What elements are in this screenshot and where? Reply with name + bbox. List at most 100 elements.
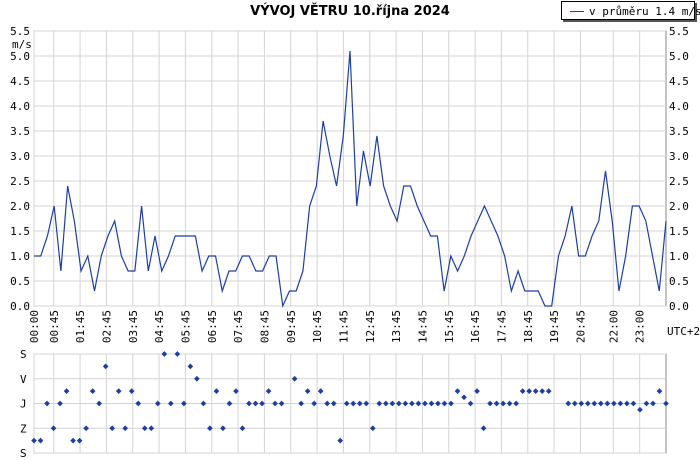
direction-point xyxy=(422,400,428,407)
direction-point xyxy=(448,400,454,407)
direction-point xyxy=(474,388,480,394)
direction-point xyxy=(506,400,513,407)
direction-point xyxy=(565,400,572,407)
y-tick-label-left: 3.0 xyxy=(10,150,30,163)
direction-point xyxy=(643,400,650,407)
x-tick-label: 19:45 xyxy=(548,310,561,343)
direction-point xyxy=(363,400,370,407)
direction-point xyxy=(259,400,265,407)
direction-point xyxy=(89,388,96,394)
direction-point xyxy=(304,388,311,394)
direction-point xyxy=(122,425,129,432)
y-tick-label-right: 3.0 xyxy=(669,150,689,163)
direction-point xyxy=(311,400,317,407)
x-tick-label: 00:00 xyxy=(28,310,41,343)
legend-line-swatch xyxy=(570,11,584,12)
direction-point xyxy=(611,400,617,407)
direction-point xyxy=(428,400,435,407)
chart-title: VÝVOJ VĚTRU 10.října 2024 xyxy=(250,4,450,19)
x-tick-label: 10:45 xyxy=(311,310,324,343)
y-tick-label-left: 0.0 xyxy=(10,300,30,313)
direction-point xyxy=(532,388,539,394)
y-tick-label-right: 0.0 xyxy=(669,300,689,313)
direction-point xyxy=(246,400,252,407)
direction-point xyxy=(571,400,578,407)
direction-point xyxy=(265,388,272,394)
chart-legend: v průměru 1.4 m/s xyxy=(561,1,700,20)
legend-label: v průměru 1.4 m/s xyxy=(589,5,700,18)
direction-point xyxy=(350,400,357,407)
direction-point xyxy=(630,400,637,407)
y-tick-label-right: 4.5 xyxy=(669,75,689,88)
direction-point xyxy=(330,400,337,407)
direction-point xyxy=(207,425,213,432)
x-tick-label: 22:00 xyxy=(607,310,620,343)
direction-point xyxy=(278,400,285,407)
direction-point xyxy=(135,400,142,407)
y-tick-label-left: 1.5 xyxy=(10,225,30,238)
direction-point xyxy=(415,400,422,407)
x-tick-label: 13:45 xyxy=(390,310,403,343)
direction-point xyxy=(291,375,298,382)
direction-point xyxy=(663,400,669,407)
y-tick-label-left: 2.5 xyxy=(10,175,30,188)
y-tick-label-right: 0.5 xyxy=(669,275,689,288)
direction-point xyxy=(545,388,552,394)
direction-point xyxy=(194,375,200,382)
direction-point xyxy=(76,437,83,444)
direction-point xyxy=(454,388,461,394)
direction-point xyxy=(272,400,278,407)
y-tick-label-right: 2.5 xyxy=(669,175,689,188)
direction-point xyxy=(128,388,135,394)
y-tick-label-right: 5.5 xyxy=(669,25,689,38)
y-tick-label-left: 4.0 xyxy=(10,100,30,113)
x-tick-label: 03:45 xyxy=(127,310,140,343)
x-tick-label: 02:45 xyxy=(100,310,113,343)
y-tick-label-right: 1.5 xyxy=(669,225,689,238)
direction-point xyxy=(83,425,89,432)
direction-point xyxy=(187,363,194,370)
direction-tick-label: S xyxy=(20,447,27,460)
y-axis-unit: m/s xyxy=(12,38,32,51)
direction-point xyxy=(500,400,506,407)
direction-point xyxy=(526,388,533,394)
direction-point xyxy=(317,388,324,394)
direction-point xyxy=(356,400,363,407)
direction-point xyxy=(233,388,239,394)
x-tick-label: 00:45 xyxy=(48,310,61,343)
direction-point xyxy=(63,388,70,394)
direction-point xyxy=(604,400,611,407)
direction-point xyxy=(617,400,624,407)
y-tick-label-right: 3.5 xyxy=(669,125,689,138)
direction-point xyxy=(369,425,376,432)
direction-point xyxy=(324,400,331,407)
x-tick-label: 23:00 xyxy=(634,310,647,343)
direction-point xyxy=(513,400,519,407)
x-tick-label: 06:45 xyxy=(206,310,219,343)
direction-point xyxy=(102,363,109,370)
direction-point xyxy=(115,388,122,394)
direction-point xyxy=(409,400,415,407)
top-plot-frame xyxy=(33,30,667,307)
x-tick-label: 09:45 xyxy=(285,310,298,343)
direction-point xyxy=(389,400,396,407)
direction-point xyxy=(96,400,102,407)
direction-point xyxy=(598,400,604,407)
direction-point xyxy=(337,437,344,444)
direction-point xyxy=(298,400,304,407)
x-tick-label: 07:45 xyxy=(232,310,245,343)
direction-point xyxy=(467,400,474,407)
direction-point xyxy=(584,400,591,407)
y-tick-label-left: 3.5 xyxy=(10,125,30,138)
direction-point xyxy=(200,400,207,407)
x-tick-label: 11:45 xyxy=(337,310,350,343)
x-tick-label: 08:45 xyxy=(258,310,271,343)
y-tick-label-right: 2.0 xyxy=(669,200,689,213)
y-tick-label-left: 5.0 xyxy=(10,50,30,63)
direction-point xyxy=(109,425,116,432)
direction-point xyxy=(161,351,168,357)
x-tick-label: 04:45 xyxy=(153,310,166,343)
direction-point xyxy=(383,400,389,407)
y-tick-label-right: 1.0 xyxy=(669,250,689,263)
